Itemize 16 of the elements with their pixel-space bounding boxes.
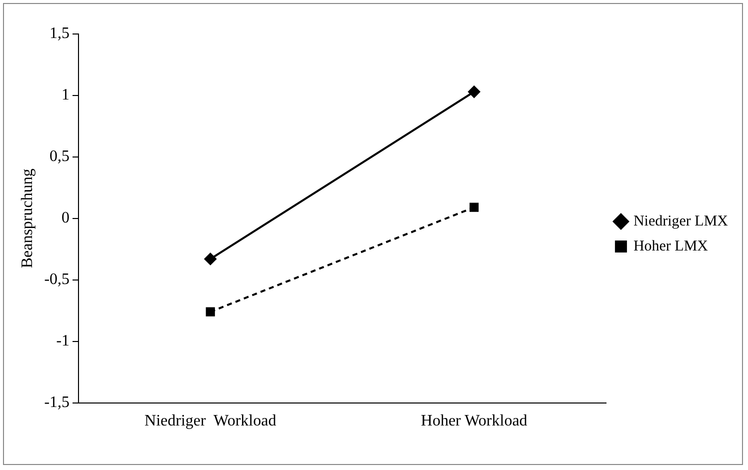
point bbox=[470, 202, 479, 212]
x-tick-label: Niedriger Workload bbox=[144, 412, 276, 430]
x-tick-label: Hoher Workload bbox=[420, 412, 528, 430]
y-tick-label: 0,5 bbox=[50, 148, 70, 166]
y-tick-label: 0 bbox=[62, 210, 70, 227]
legend-label: Hoher LMX bbox=[633, 238, 708, 254]
point bbox=[468, 86, 480, 98]
y-tick-label: -1 bbox=[56, 332, 70, 350]
y-tick-label: 1,5 bbox=[50, 25, 70, 42]
y-tick-label: -1,5 bbox=[44, 394, 70, 412]
y-tick-label: -0,5 bbox=[44, 271, 70, 288]
legend-label: Niedriger LMX bbox=[633, 213, 728, 230]
point bbox=[206, 307, 215, 316]
y-axis-title: Beanspruchung bbox=[18, 168, 36, 268]
point bbox=[204, 252, 216, 265]
y-tick-label: 1 bbox=[62, 86, 70, 104]
